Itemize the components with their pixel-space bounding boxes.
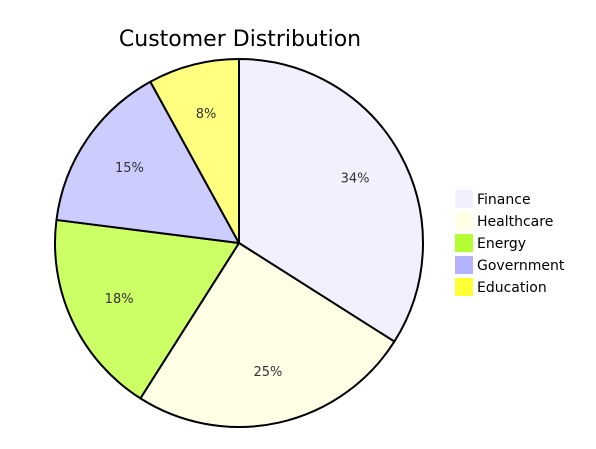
chart-title: Customer Distribution bbox=[119, 27, 361, 52]
pie-slice-label-education: 8% bbox=[196, 107, 217, 122]
pie-slice-finance bbox=[238, 58, 424, 343]
legend-swatch-education bbox=[455, 278, 473, 296]
legend: Finance Healthcare Energy Government Educati… bbox=[455, 190, 565, 296]
legend-swatch-energy bbox=[455, 234, 473, 252]
legend-label-healthcare: Healthcare bbox=[477, 214, 553, 230]
pie-slice-label-finance: 34% bbox=[341, 172, 370, 187]
legend-swatch-healthcare bbox=[455, 212, 473, 230]
pie-slice-healthcare bbox=[139, 242, 396, 428]
legend-swatch-finance bbox=[455, 190, 473, 208]
pie-slice-label-government: 15% bbox=[115, 161, 144, 176]
pie-slice-energy bbox=[54, 218, 240, 400]
legend-swatch-government bbox=[455, 256, 473, 274]
pie-slices bbox=[54, 58, 424, 428]
pie-slice-education bbox=[149, 58, 240, 244]
legend-label-finance: Finance bbox=[477, 192, 531, 208]
pie-slice-government bbox=[55, 80, 240, 244]
pie-slice-label-healthcare: 25% bbox=[253, 365, 282, 380]
pie-slice-labels: 34% 25% 18% 15% 8% bbox=[105, 107, 370, 380]
legend-label-energy: Energy bbox=[477, 236, 526, 252]
legend-label-government: Government bbox=[477, 258, 565, 274]
legend-label-education: Education bbox=[477, 280, 547, 296]
pie-slice-label-energy: 18% bbox=[105, 292, 134, 307]
